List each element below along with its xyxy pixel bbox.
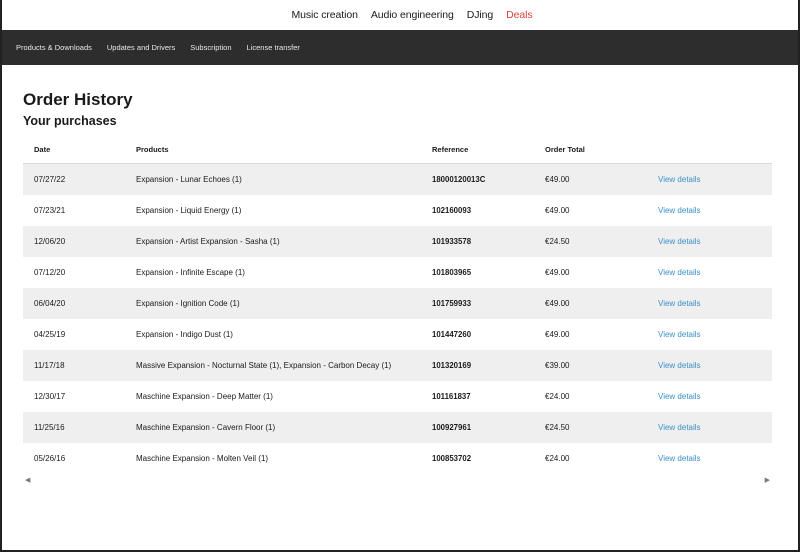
table-row: 07/27/22 Expansion - Lunar Echoes (1) 18… [23,164,772,195]
top-navigation: Music creation Audio engineering DJing D… [0,0,800,30]
table-row: 06/04/20 Expansion - Ignition Code (1) 1… [23,288,772,319]
cell-total: €24.00 [545,454,570,463]
cell-total: €49.00 [545,330,570,339]
cell-total: €39.00 [545,361,570,370]
main-content: Order History Your purchases Date Produc… [0,65,800,485]
cell-product: Expansion - Liquid Energy (1) [136,206,242,215]
account-subnav: Products & Downloads Updates and Drivers… [0,30,800,65]
view-details-link[interactable]: View details [658,423,701,432]
subnav-license-transfer[interactable]: License transfer [246,43,300,52]
view-details-link[interactable]: View details [658,237,701,246]
view-details-link[interactable]: View details [658,361,701,370]
table-row: 11/25/16 Maschine Expansion - Cavern Flo… [23,412,772,443]
page-title: Order History [23,90,133,109]
cell-product: Expansion - Indigo Dust (1) [136,330,233,339]
table-row: 07/23/21 Expansion - Liquid Energy (1) 1… [23,195,772,226]
nav-deals[interactable]: Deals [506,9,533,21]
cell-reference: 101933578 [432,237,472,246]
subnav-updates-drivers[interactable]: Updates and Drivers [106,43,176,52]
cell-total: €49.00 [545,206,570,215]
cell-total: €49.00 [545,175,570,184]
table-row: 12/30/17 Maschine Expansion - Deep Matte… [23,381,772,412]
cell-product: Expansion - Infinite Escape (1) [136,268,245,277]
cell-product: Maschine Expansion - Cavern Floor (1) [136,423,276,432]
cell-reference: 101447260 [432,330,472,339]
subnav-subscription[interactable]: Subscription [190,43,232,52]
view-details-link[interactable]: View details [658,330,701,339]
cell-total: €49.00 [545,268,570,277]
header-date: Date [34,145,51,154]
cell-date: 07/23/21 [34,206,66,215]
cell-date: 07/27/22 [34,175,66,184]
triangle-left-icon[interactable]: ◀ [25,477,31,484]
cell-total: €24.00 [545,392,570,401]
cell-product: Expansion - Artist Expansion - Sasha (1) [136,237,280,246]
cell-product: Expansion - Ignition Code (1) [136,299,240,308]
view-details-link[interactable]: View details [658,454,701,463]
table-row: 07/12/20 Expansion - Infinite Escape (1)… [23,257,772,288]
cell-product: Maschine Expansion - Molten Veil (1) [136,454,269,463]
order-history-table: Date Products Reference Order Total 07/2… [23,136,772,485]
cell-reference: 100853702 [432,454,472,463]
table-row: 11/17/18 Massive Expansion - Nocturnal S… [23,350,772,381]
header-order-total: Order Total [545,145,585,154]
view-details-link[interactable]: View details [658,299,701,308]
table-row: 12/06/20 Expansion - Artist Expansion - … [23,226,772,257]
table-row: 04/25/19 Expansion - Indigo Dust (1) 101… [23,319,772,350]
cell-date: 12/30/17 [34,392,66,401]
cell-reference: 18000120013C [432,175,486,184]
cell-date: 06/04/20 [34,299,66,308]
cell-date: 11/17/18 [34,361,65,370]
cell-date: 04/25/19 [34,330,66,339]
cell-total: €24.50 [545,423,570,432]
cell-reference: 100927961 [432,423,472,432]
cell-reference: 101803965 [432,268,472,277]
view-details-link[interactable]: View details [658,175,701,184]
table-header: Date Products Reference Order Total [23,136,772,164]
subnav-products-downloads[interactable]: Products & Downloads [16,43,92,52]
nav-audio-engineering[interactable]: Audio engineering [370,9,454,21]
page-subtitle: Your purchases [23,114,117,128]
cell-reference: 101161837 [432,392,471,401]
cell-product: Maschine Expansion - Deep Matter (1) [136,392,273,401]
view-details-link[interactable]: View details [658,268,701,277]
cell-reference: 101759933 [432,299,472,308]
cell-date: 11/25/16 [34,423,65,432]
nav-djing[interactable]: DJing [466,9,494,21]
cell-date: 07/12/20 [34,268,66,277]
cell-total: €49.00 [545,299,570,308]
cell-total: €24.50 [545,237,570,246]
horizontal-scrollbar[interactable]: ◀ ▶ [23,475,772,485]
header-products: Products [136,145,169,154]
nav-music-creation[interactable]: Music creation [291,9,358,21]
table-row: 05/26/16 Maschine Expansion - Molten Vei… [23,443,772,474]
view-details-link[interactable]: View details [658,392,701,401]
view-details-link[interactable]: View details [658,206,701,215]
cell-date: 05/26/16 [34,454,66,463]
cell-reference: 102160093 [432,206,472,215]
cell-reference: 101320169 [432,361,472,370]
cell-product: Expansion - Lunar Echoes (1) [136,175,242,184]
cell-date: 12/06/20 [34,237,66,246]
triangle-right-icon[interactable]: ▶ [764,477,770,484]
cell-product: Massive Expansion - Nocturnal State (1),… [136,361,392,370]
header-reference: Reference [432,145,469,154]
